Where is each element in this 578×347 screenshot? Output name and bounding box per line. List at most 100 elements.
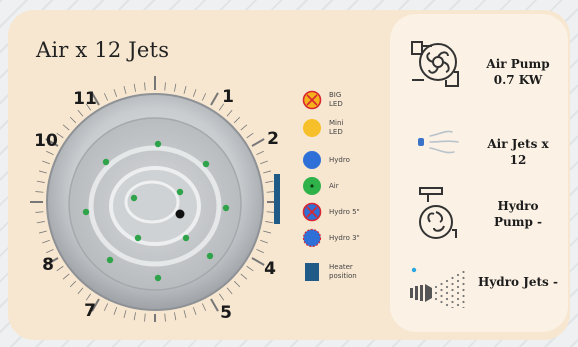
dial-number: 7 [84, 301, 96, 321]
dial-tick [42, 239, 50, 244]
air-jets-layer [82, 140, 230, 282]
legend-item-hydro: Hydro [302, 150, 350, 170]
dial-number: 5 [220, 303, 232, 322]
dial-tick [263, 230, 272, 234]
dial-tick [91, 92, 100, 106]
tub-footwell [109, 166, 201, 246]
dial-tick [35, 191, 44, 193]
dial-tick [56, 132, 64, 139]
legend-item-big-led: BIG LED [302, 90, 343, 110]
legend-item-heater: Heater position [302, 262, 357, 282]
dial-tick [45, 138, 59, 147]
air-jet-marker [134, 234, 142, 242]
dial-tick [218, 293, 225, 301]
dial-tick [62, 273, 70, 280]
dial-tick [210, 92, 219, 106]
legend-label: BIG LED [329, 91, 343, 108]
dial-tick [38, 230, 47, 234]
dial-tick [56, 265, 64, 272]
dial-tick [46, 150, 54, 156]
dial-tick [174, 83, 177, 92]
tub-inner-ridge [88, 145, 222, 267]
dial-tick [240, 124, 248, 131]
dial-tick [36, 221, 45, 224]
legend-item-air: Air [302, 176, 339, 196]
dial-tick [133, 312, 136, 321]
dial-number: 4 [264, 259, 276, 279]
dial-tick [164, 313, 166, 322]
dial-tick [233, 280, 241, 288]
air-icon [303, 177, 321, 195]
dial-tick [164, 82, 166, 91]
dial-number: 8 [42, 255, 54, 275]
light-point [175, 209, 185, 219]
legend-label: Air [329, 181, 339, 190]
dial-tick [85, 293, 92, 301]
air-jet-marker [182, 234, 190, 242]
dial-tick [91, 298, 100, 312]
dial-tick [192, 307, 197, 315]
dial-tick [266, 211, 275, 213]
legend-item-hydro-5: Hydro 5" [302, 202, 360, 222]
air-jets-icon [418, 130, 459, 154]
hydro-3-icon [302, 228, 322, 248]
dial-tick [77, 109, 84, 117]
dial-tick [103, 303, 109, 311]
dial-tick [35, 211, 44, 213]
tub-drain-ring [124, 180, 180, 224]
feature-label: Hydro Jets - [478, 275, 558, 289]
legend-item-mini-led: Mini LED [302, 118, 343, 138]
dial-tick [265, 180, 274, 183]
dial-tick [42, 160, 50, 165]
heater-position-icon [305, 263, 319, 281]
dial-tick [144, 313, 146, 322]
dial-tick [226, 287, 233, 295]
air-pump-icon [411, 41, 459, 87]
dial-tick [77, 287, 84, 295]
page-title: Air x 12 Jets [36, 38, 170, 62]
dial-tick [192, 89, 197, 97]
dial-tick [183, 310, 187, 319]
dial-tick [36, 180, 45, 183]
legend-label: Hydro 5" [329, 207, 360, 216]
air-jet-marker [154, 274, 162, 282]
dial-tick [46, 248, 54, 254]
dial-tick [218, 103, 225, 111]
dial-tick [183, 85, 187, 94]
hydro-icon [303, 151, 321, 169]
dial-tick [256, 150, 264, 156]
dial-tick [85, 103, 92, 111]
dial-tick [266, 191, 275, 193]
air-jet-marker [154, 140, 162, 148]
air-jet-marker [102, 158, 110, 166]
dial-tick [38, 170, 47, 174]
air-jet-marker [206, 252, 214, 260]
feature-label: Air Jets x 12 [487, 137, 549, 167]
air-jet-marker [222, 204, 230, 212]
air-jet-marker [202, 160, 210, 168]
dial-tick [210, 298, 219, 312]
dial-number: 10 [34, 131, 58, 151]
hydro-pump-icon [419, 187, 457, 239]
dial-tick [113, 307, 118, 315]
dial-tick [174, 312, 177, 321]
dial-tick [201, 93, 207, 101]
dial-tick [251, 138, 265, 147]
air-jet-marker [82, 208, 90, 216]
legend-label: Hydro [329, 155, 350, 164]
dial-number: 11 [73, 89, 97, 109]
hydro-jets-icon [410, 267, 465, 308]
dial-tick [123, 310, 127, 319]
dial-tick [201, 303, 207, 311]
heater-position-marker [274, 174, 280, 224]
dial-tick [251, 257, 265, 266]
legend-item-hydro-3: Hydro 3" [302, 228, 360, 248]
dial-tick [226, 109, 233, 117]
legend-label: Heater position [329, 263, 357, 280]
air-jet-marker [106, 256, 114, 264]
big-led-icon [302, 90, 322, 110]
dial-tick [62, 124, 70, 131]
dial-tick [265, 221, 274, 224]
features-panel: Air Pump 0.7 KW Air Jets x 12 Hydro Pump… [390, 14, 568, 332]
